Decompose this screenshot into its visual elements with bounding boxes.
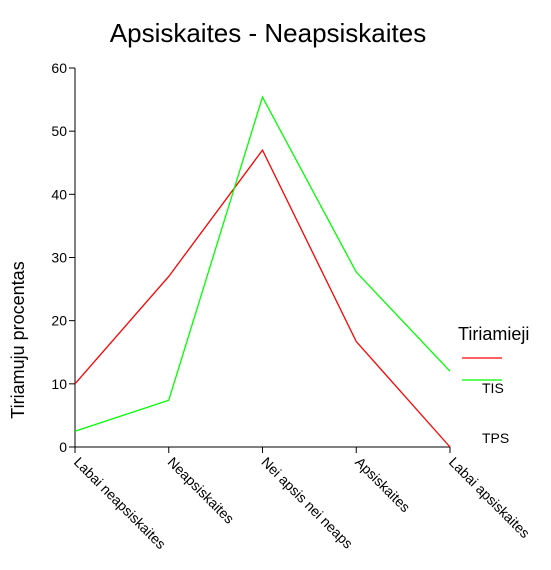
legend-label: TIS — [482, 380, 504, 396]
legend-label: TPS — [482, 430, 509, 446]
y-tick-label: 0 — [59, 439, 67, 455]
x-tick-label: Labai neapsiskaites — [71, 454, 169, 552]
series-line — [74, 95, 451, 432]
y-tick-label: 60 — [51, 60, 67, 76]
series-line — [74, 148, 451, 448]
y-axis-label: Tiriamuju procentas — [8, 261, 28, 418]
y-tick-label: 10 — [51, 376, 67, 392]
legend-title: Tiriamieji — [458, 324, 529, 344]
x-tick-label: Labai apsiskaites — [446, 454, 533, 541]
y-tick-label: 50 — [51, 123, 67, 139]
y-tick-label: 30 — [51, 250, 67, 266]
x-tick-label: Nei apsis nei neaps — [258, 454, 356, 552]
x-tick-label: Neapsiskaites — [165, 454, 238, 527]
y-tick-label: 40 — [51, 186, 67, 202]
y-tick-label: 20 — [51, 313, 67, 329]
chart-title: Apsiskaites - Neapsiskaites — [110, 18, 426, 48]
x-tick-label: Apsiskaites — [352, 454, 413, 515]
